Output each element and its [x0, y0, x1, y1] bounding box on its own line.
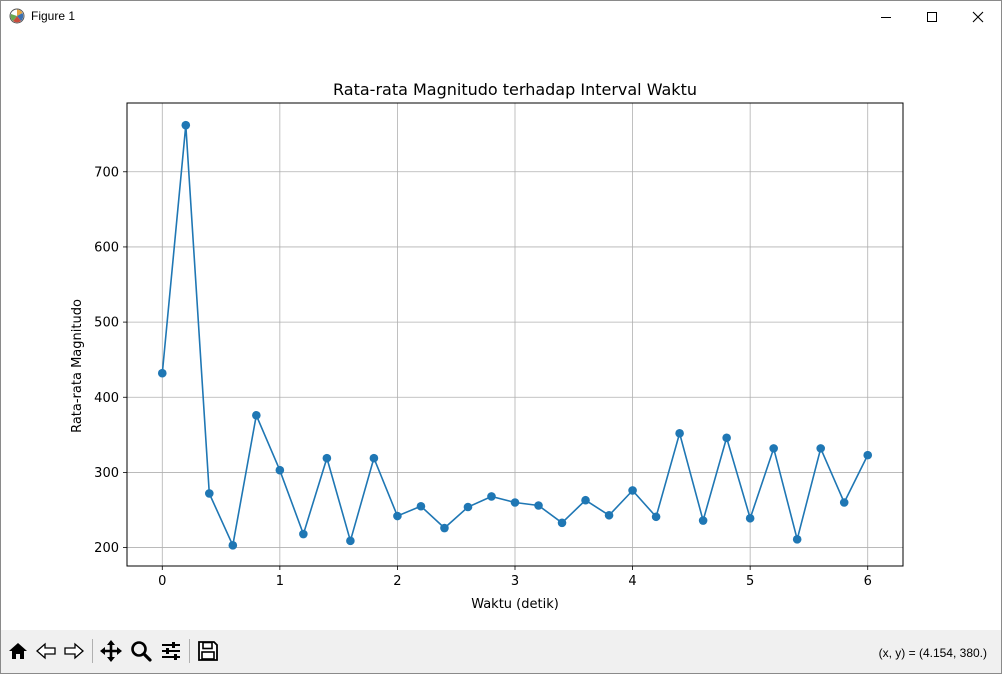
data-point [863, 450, 873, 460]
data-point [628, 486, 637, 495]
home-button[interactable] [5, 638, 31, 664]
matplotlib-app-icon [9, 8, 25, 24]
data-point [839, 498, 849, 507]
data-point [228, 541, 238, 550]
y-tick-label: 700 [94, 165, 119, 180]
x-axis-label: Waktu (detik) [471, 597, 559, 612]
data-point [157, 368, 167, 378]
x-tick-label: 6 [864, 574, 872, 589]
data-point [393, 511, 402, 521]
forward-arrow-icon [64, 642, 84, 660]
minimize-icon [881, 16, 891, 18]
y-tick-label: 600 [94, 240, 119, 255]
y-tick-label: 400 [94, 391, 119, 406]
y-axis-ticks: 200 300 400 500 600 700 [94, 165, 127, 556]
data-point [698, 516, 708, 525]
y-tick-label: 500 [94, 316, 119, 331]
navigation-toolbar: (x, y) = (4.154, 380.) [1, 630, 1001, 673]
data-point [534, 501, 543, 510]
data-point [205, 489, 214, 498]
configure-subplots-icon [162, 642, 180, 660]
cursor-coordinates: (x, y) = (4.154, 380.) [878, 646, 987, 660]
data-point [510, 498, 520, 507]
back-arrow-icon [36, 642, 56, 660]
x-tick-label: 4 [628, 574, 636, 589]
data-point [604, 510, 614, 520]
data-point [651, 512, 661, 522]
data-point [792, 535, 802, 544]
maximize-button[interactable] [909, 1, 955, 32]
close-icon [972, 11, 984, 22]
data-point [416, 501, 426, 511]
y-tick-label: 200 [94, 541, 119, 556]
data-point [252, 410, 261, 420]
back-button[interactable] [33, 638, 59, 664]
data-point [299, 529, 308, 539]
zoom-button[interactable] [128, 638, 154, 664]
data-point [487, 492, 496, 501]
data-point [346, 536, 355, 546]
data-point [440, 523, 449, 533]
data-point [369, 453, 379, 463]
zoom-icon [131, 641, 152, 662]
minimize-button[interactable] [863, 1, 909, 32]
data-point [557, 518, 567, 528]
close-button[interactable] [955, 1, 1001, 32]
window-title: Figure 1 [31, 9, 76, 23]
x-tick-label: 0 [158, 574, 166, 589]
title-bar[interactable]: Figure 1 [1, 1, 1001, 32]
y-axis-label: Rata-rata Magnitudo [70, 299, 85, 433]
data-point [745, 513, 755, 523]
grid-lines [127, 103, 903, 566]
pan-icon [100, 640, 122, 662]
data-point [322, 453, 332, 463]
chart-title: Rata-rata Magnitudo terhadap Interval Wa… [333, 80, 697, 99]
x-tick-label: 1 [276, 574, 284, 589]
x-tick-label: 5 [746, 574, 754, 589]
data-point [675, 429, 684, 438]
figure-canvas[interactable]: Rata-rata Magnitudo terhadap Interval Wa… [1, 32, 1001, 630]
maximize-icon [927, 11, 937, 22]
data-point [275, 465, 285, 475]
home-icon [9, 643, 27, 659]
data-points [157, 120, 873, 550]
toolbar-separator [92, 639, 93, 663]
y-tick-label: 300 [94, 466, 119, 481]
data-point [769, 444, 778, 453]
data-point [463, 502, 473, 512]
forward-button[interactable] [61, 638, 87, 664]
x-tick-label: 3 [511, 574, 519, 589]
data-point [581, 495, 590, 505]
pan-button[interactable] [98, 638, 124, 664]
configure-subplots-button[interactable] [158, 638, 184, 664]
line-chart: Rata-rata Magnitudo terhadap Interval Wa… [70, 80, 904, 612]
axes-frame [126, 102, 904, 567]
save-icon [198, 641, 218, 661]
data-point [722, 433, 731, 443]
x-axis-ticks: 0 1 2 3 4 5 6 [158, 566, 872, 589]
data-point [816, 444, 825, 453]
x-tick-label: 2 [393, 574, 401, 589]
toolbar-separator [189, 639, 190, 663]
data-point [181, 120, 191, 130]
save-button[interactable] [195, 638, 221, 664]
